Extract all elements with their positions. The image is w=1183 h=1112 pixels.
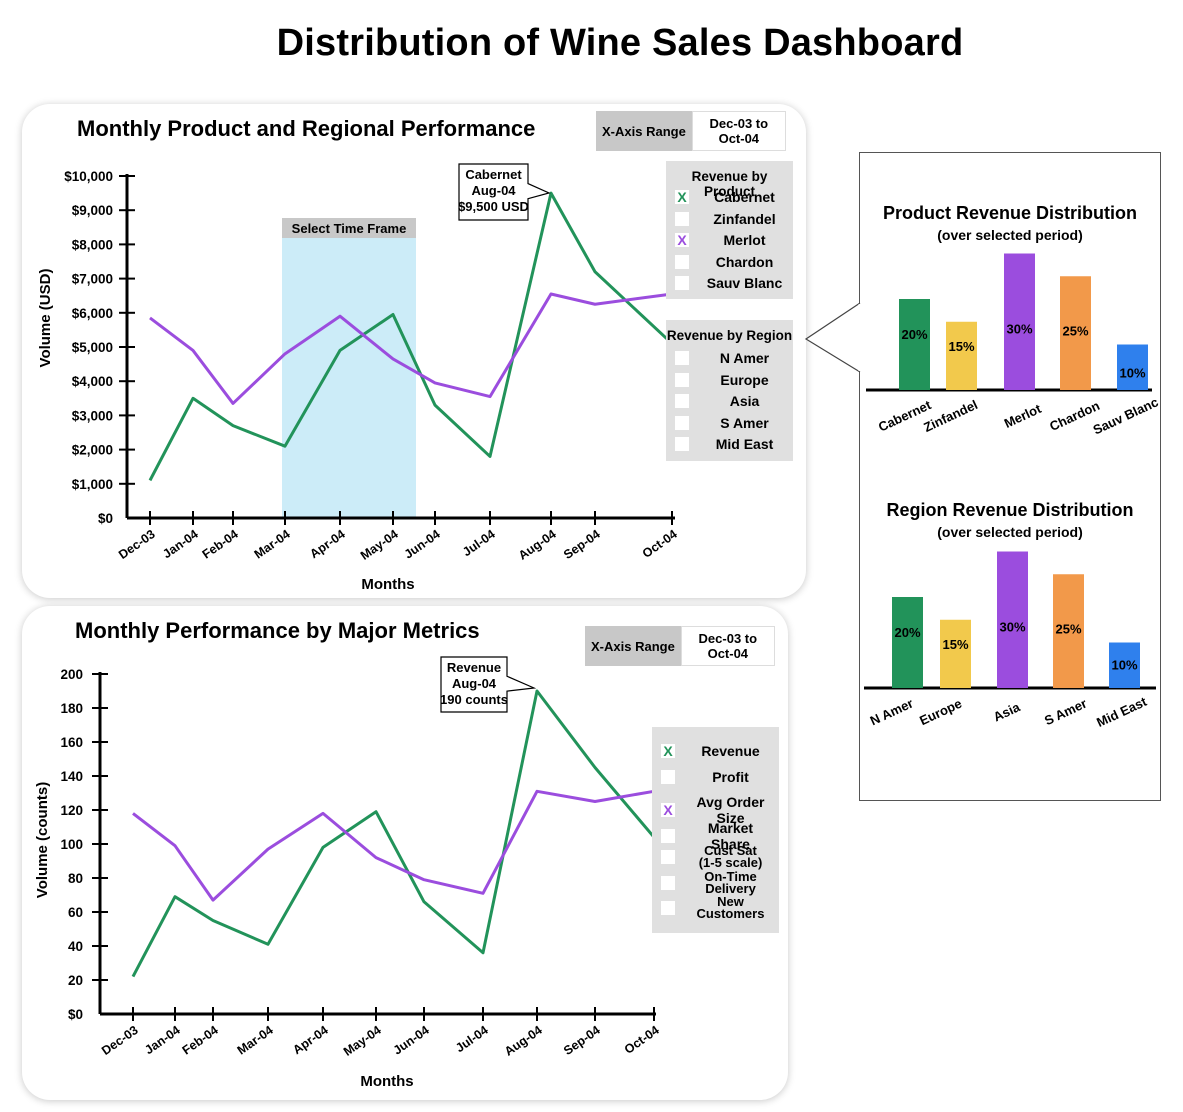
xaxis-range-label: X-Axis Range <box>596 111 692 151</box>
legend-checkbox[interactable]: X <box>661 744 675 758</box>
legend-item-chardon[interactable]: Chardon <box>675 254 788 270</box>
panel1-title: Monthly Product and Regional Performance <box>77 116 536 141</box>
legend-checkbox[interactable] <box>661 875 675 890</box>
legend-item-merlot[interactable]: X Merlot <box>675 232 788 248</box>
pointer-arrow <box>804 302 861 373</box>
legend-label: Avg Order Size <box>696 794 765 826</box>
legend-item-on-time-delivery[interactable]: On-Time Delivery <box>661 868 774 896</box>
legend-revenue-by-region: Revenue by Region N Amer Europe Asia S Amer… <box>666 320 793 461</box>
legend-label: Revenue <box>701 743 760 759</box>
legend-checkbox[interactable] <box>661 901 675 915</box>
distribution-panel: Product Revenue Distribution (over selec… <box>859 152 1161 801</box>
legend-label: Europe <box>720 371 769 388</box>
panel2-title: Monthly Performance by Major Metrics <box>75 618 480 643</box>
legend-item-mid-east[interactable]: Mid East <box>675 436 788 452</box>
legend-checkbox[interactable]: X <box>675 233 689 247</box>
legend-checkbox[interactable] <box>661 828 675 843</box>
legend-label: Merlot <box>723 232 766 248</box>
legend-checkbox[interactable] <box>675 276 689 290</box>
legend-checkbox[interactable]: X <box>661 803 675 817</box>
xaxis-range-label: X-Axis Range <box>585 626 681 666</box>
legend-item-zinfandel[interactable]: Zinfandel <box>675 211 788 227</box>
legend-label: Cust Sat (1-5 scale) <box>698 843 763 870</box>
legend-label: Chardon <box>715 253 774 270</box>
panel1-xaxis-range[interactable]: X-Axis Range Dec-03 to Oct-04 <box>596 111 786 151</box>
legend-item-sauv-blanc[interactable]: Sauv Blanc <box>675 275 788 291</box>
legend-product-title: Revenue by Product <box>691 169 768 199</box>
legend-checkbox[interactable] <box>675 394 689 408</box>
product-distribution-title: Product Revenue Distribution <box>882 203 1138 223</box>
legend-item-n-amer[interactable]: N Amer <box>675 350 788 366</box>
legend-label: Mid East <box>715 436 774 452</box>
panel2-xaxis-range[interactable]: X-Axis Range Dec-03 to Oct-04 <box>585 626 775 666</box>
region-distribution-title: Region Revenue Distribution <box>886 500 1134 520</box>
legend-checkbox[interactable] <box>661 850 675 864</box>
legend-major-metrics: X Revenue Profit X Avg Order Size Market Shar… <box>652 727 779 933</box>
legend-checkbox[interactable] <box>661 769 675 784</box>
legend-checkbox[interactable] <box>675 372 689 387</box>
legend-item-revenue[interactable]: X Revenue <box>661 743 774 759</box>
legend-label: S Amer <box>720 414 769 431</box>
product-distribution-subtitle: (over selected period) <box>937 227 1083 243</box>
legend-item-profit[interactable]: Profit <box>661 769 774 785</box>
xaxis-range-start: Dec-03 to <box>698 631 758 646</box>
legend-revenue-by-product: Revenue by Product X Cabernet Zinfandel X Me… <box>666 161 793 299</box>
legend-checkbox[interactable] <box>675 437 689 451</box>
legend-checkbox[interactable] <box>675 254 689 269</box>
xaxis-range-end: Oct-04 <box>718 131 760 146</box>
legend-label: Cabernet <box>714 189 775 205</box>
legend-item-asia[interactable]: Asia <box>675 393 788 409</box>
legend-label: On-Time Delivery <box>704 868 757 896</box>
xaxis-range-value[interactable]: Dec-03 to Oct-04 <box>691 111 786 151</box>
legend-checkbox[interactable] <box>675 415 689 430</box>
legend-checkbox[interactable] <box>675 351 689 365</box>
xaxis-range-value[interactable]: Dec-03 to Oct-04 <box>680 626 775 666</box>
legend-item-avg-order-size[interactable]: X Avg Order Size <box>661 794 774 826</box>
region-distribution-subtitle: (over selected period) <box>937 524 1083 540</box>
legend-label: Zinfandel <box>713 210 776 227</box>
legend-item-cabernet[interactable]: X Cabernet <box>675 189 788 205</box>
page-title: Distribution of Wine Sales Dashboard <box>276 22 964 64</box>
legend-checkbox[interactable] <box>675 211 689 226</box>
legend-label: Sauv Blanc <box>706 275 783 291</box>
legend-region-title: Revenue by Region <box>666 328 793 343</box>
xaxis-range-end: Oct-04 <box>707 646 749 661</box>
xaxis-range-start: Dec-03 to <box>709 116 769 131</box>
legend-item-new-customers[interactable]: New Customers <box>661 894 774 921</box>
legend-label: Profit <box>712 768 749 785</box>
legend-label: Asia <box>729 393 760 409</box>
legend-checkbox[interactable]: X <box>675 190 689 204</box>
legend-item-s-amer[interactable]: S Amer <box>675 415 788 431</box>
legend-item-cust-sat-1-5-scale[interactable]: Cust Sat (1-5 scale) <box>661 843 774 870</box>
legend-item-europe[interactable]: Europe <box>675 372 788 388</box>
legend-label: Market Share <box>707 819 754 852</box>
legend-label: New Customers <box>696 894 765 921</box>
legend-label: N Amer <box>719 350 770 366</box>
legend-item-market-share[interactable]: Market Share <box>661 820 774 852</box>
